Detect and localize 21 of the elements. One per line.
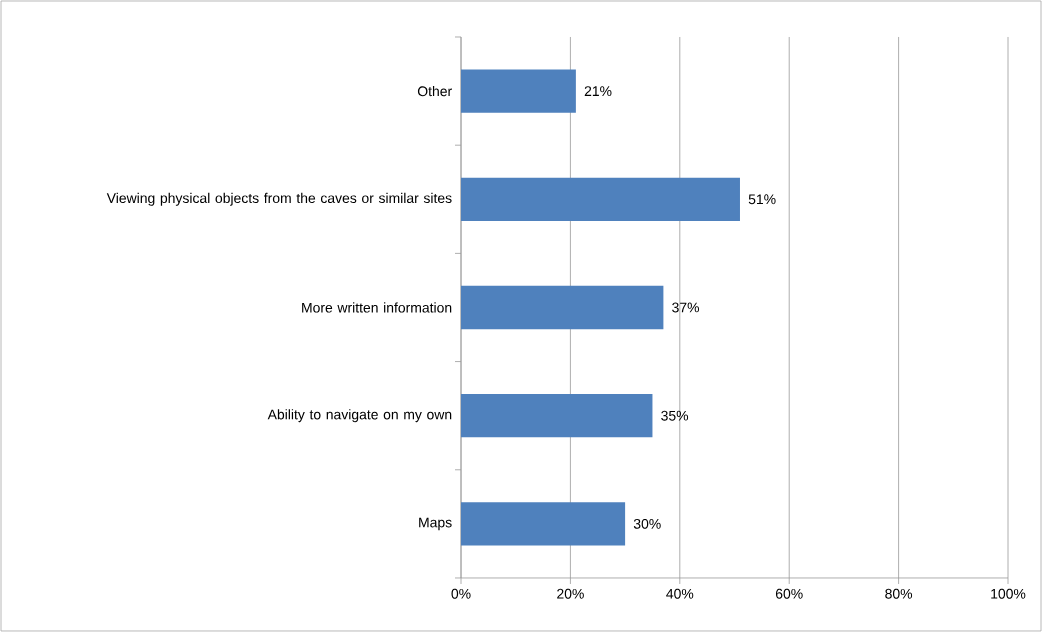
x-tick-label: 40% (666, 588, 694, 599)
x-tick-label: 100% (991, 588, 1026, 599)
data-label: 51% (748, 194, 776, 205)
bar (461, 177, 740, 221)
x-tick-label: 80% (885, 588, 913, 599)
bar (461, 394, 653, 438)
data-label: 35% (661, 410, 689, 421)
y-tick-label: Other (417, 85, 452, 97)
x-tick-label: 60% (775, 588, 803, 599)
bar (461, 69, 576, 113)
x-tick-label: 0% (451, 588, 471, 599)
y-tick-label: Ability to navigate on my own (267, 409, 452, 423)
y-tick-label: Viewing physical objects from the caves or similar sites (106, 192, 452, 206)
y-tick-label: Maps (419, 517, 452, 531)
x-tick-label: 20% (557, 588, 584, 599)
data-label: 30% (633, 518, 661, 529)
y-tick-label: More written information (302, 302, 452, 313)
data-label: 21% (584, 86, 612, 96)
bar (461, 285, 664, 330)
bar (461, 502, 626, 546)
data-label: 37% (672, 302, 700, 313)
